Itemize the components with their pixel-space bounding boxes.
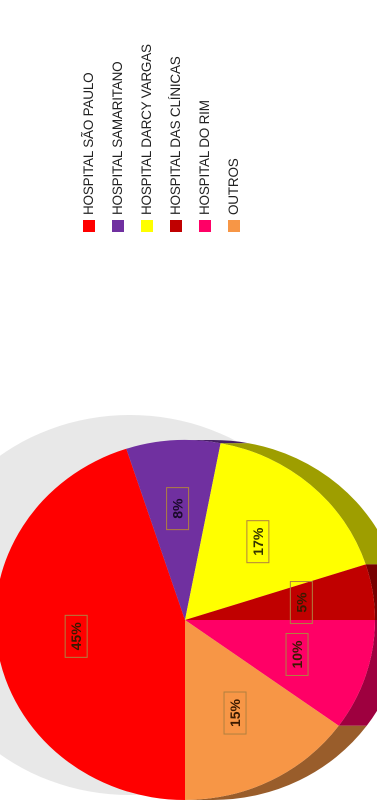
legend-item: HOSPITAL DAS CLÍNICAS <box>161 44 190 232</box>
pie-slice-side <box>185 440 249 444</box>
legend-item: HOSPITAL SAMARITANO <box>103 44 132 232</box>
pie-label-layer: 45% 8% 17% 5% 10% 15% <box>64 487 313 735</box>
legend-swatch <box>82 220 95 232</box>
legend-item: HOSPITAL DO RIM <box>190 44 219 232</box>
data-label-box <box>223 691 247 735</box>
pie-slice-side <box>220 443 377 565</box>
legend-item: HOSPITAL DARCY VARGAS <box>132 44 161 232</box>
pie-slice <box>185 620 375 726</box>
legend-swatch <box>169 220 182 232</box>
data-label: 17% <box>250 527 266 556</box>
legend-label: HOSPITAL SAMARITANO <box>110 61 125 215</box>
legend-label: HOSPITAL SÃO PAULO <box>81 72 96 215</box>
pie-slice-side <box>338 620 377 726</box>
legend-label: HOSPITAL DARCY VARGAS <box>139 44 154 215</box>
legend-swatch <box>227 220 240 232</box>
pie-slice <box>185 564 375 620</box>
legend-swatch <box>140 220 153 232</box>
pie-slice <box>185 620 339 800</box>
data-label-box <box>64 614 88 658</box>
data-label-box <box>285 632 309 676</box>
data-label: 15% <box>227 698 243 727</box>
pie-top-layer <box>0 440 375 800</box>
legend-label: HOSPITAL DO RIM <box>197 100 212 215</box>
pie-slice <box>0 448 185 800</box>
pie-slice <box>185 443 366 620</box>
data-label: 45% <box>68 622 84 651</box>
legend-swatch <box>111 220 124 232</box>
pie-slice-side <box>185 725 367 800</box>
legend-label: OUTROS <box>226 158 241 215</box>
data-label-box <box>166 487 190 531</box>
pie-side-layer <box>185 440 377 800</box>
data-label: 5% <box>293 592 309 613</box>
legend-item: OUTROS <box>219 44 248 232</box>
pie-slice-side <box>365 564 377 620</box>
legend-item: HOSPITAL SÃO PAULO <box>74 44 103 232</box>
legend-swatch <box>198 220 211 232</box>
data-label: 10% <box>289 640 305 669</box>
data-label: 8% <box>170 498 186 519</box>
data-label-box <box>246 520 270 564</box>
data-label-box <box>289 581 313 625</box>
legend: HOSPITAL SÃO PAULO HOSPITAL SAMARITANO H… <box>74 44 248 232</box>
legend-label: HOSPITAL DAS CLÍNICAS <box>168 56 183 215</box>
